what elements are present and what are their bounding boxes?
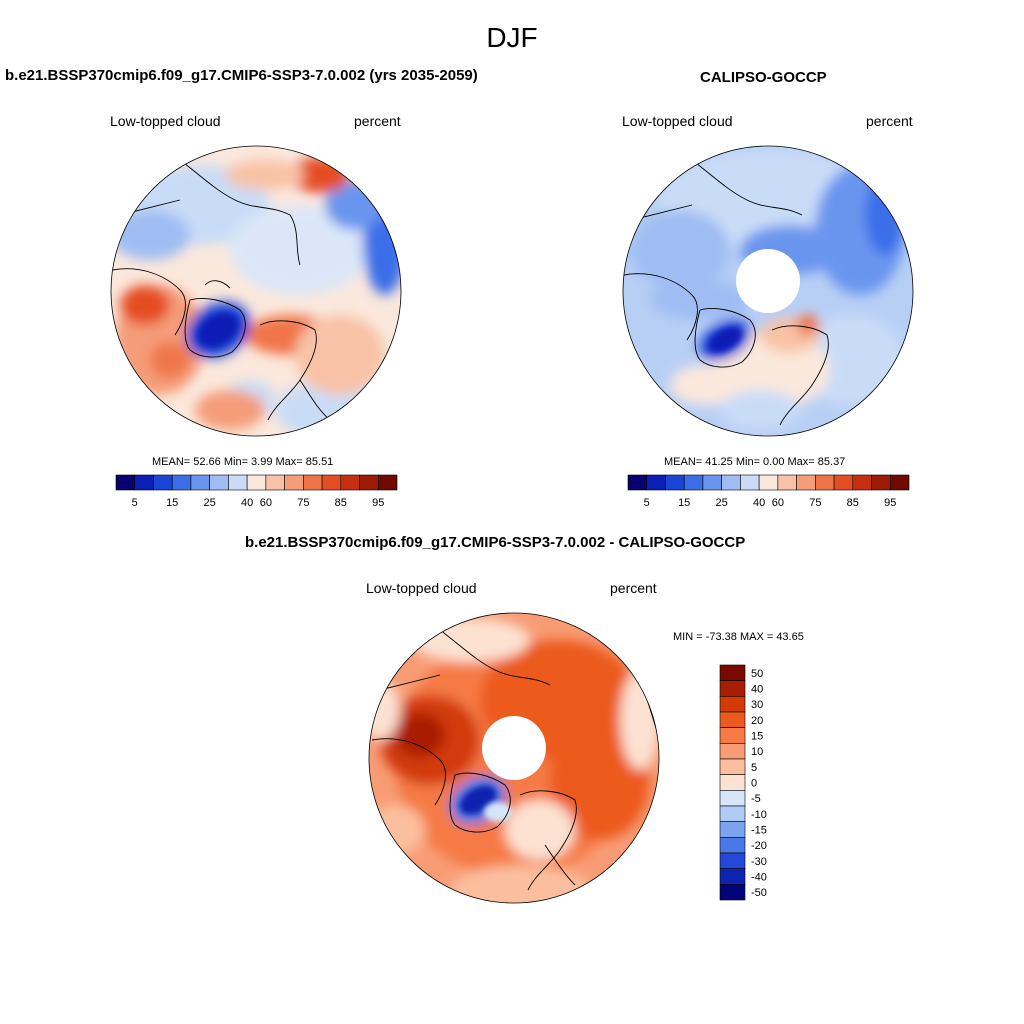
colorbar-box (228, 474, 248, 491)
colorbar-tick-label: 10 (751, 746, 763, 758)
colorbar-tick-label: 85 (335, 497, 347, 509)
colorbar-box (719, 664, 746, 681)
panel-3-variable-label: Low-topped cloud (366, 580, 477, 596)
colorbar-tick-label: -30 (751, 856, 767, 868)
colorbar-box (153, 474, 173, 491)
colorbar-tick-label: 20 (751, 715, 763, 727)
colorbar-box (284, 474, 304, 491)
colorbar-box (719, 680, 746, 697)
colorbar-tick-label: 75 (809, 497, 821, 509)
panel-1-colorbar: 5 15 25 40 60 75 85 95 (115, 474, 398, 509)
colorbar-box (265, 474, 285, 491)
colorbar-tick-label: 25 (204, 497, 216, 509)
colorbar-box (889, 474, 910, 491)
colorbar-tick-label: 25 (716, 497, 728, 509)
panel-1-polar-map (110, 145, 402, 437)
colorbar-tick-label: 15 (166, 497, 178, 509)
colorbar-tick-label: -40 (751, 872, 767, 884)
colorbar-box (303, 474, 323, 491)
colorbar-box (719, 743, 746, 760)
colorbar-box (719, 821, 746, 838)
colorbar-box (340, 474, 360, 491)
colorbar-box (627, 474, 648, 491)
colorbar-box (719, 805, 746, 822)
colorbar-box (719, 774, 746, 791)
panel-2-title: CALIPSO-GOCCP (700, 69, 827, 86)
colorbar-box (377, 474, 398, 491)
colorbar-box (719, 711, 746, 728)
colorbar-box (815, 474, 835, 491)
panel-1-stats: MEAN= 52.66 Min= 3.99 Max= 85.51 (152, 456, 334, 468)
colorbar-box (171, 474, 192, 491)
colorbar-tick-label: -20 (751, 840, 767, 852)
colorbar-tick-label: 30 (751, 699, 763, 711)
colorbar-box (683, 474, 704, 491)
colorbar-box (740, 474, 760, 491)
colorbar-tick-label: 40 (753, 497, 765, 509)
colorbar-box (719, 837, 746, 854)
colorbar-box (665, 474, 685, 491)
panel-1-variable-label: Low-topped cloud (110, 113, 221, 129)
colorbar-box (702, 474, 722, 491)
colorbar-tick-label: 5 (751, 762, 757, 774)
panel-3-units-label: percent (610, 580, 657, 596)
colorbar-tick-label: 75 (297, 497, 309, 509)
colorbar-box (246, 474, 267, 491)
colorbar-box (646, 474, 666, 491)
panel-1-title: b.e21.BSSP370cmip6.f09_g17.CMIP6-SSP3-7.… (5, 67, 478, 84)
colorbar-box (209, 474, 229, 491)
colorbar-tick-label: 5 (644, 497, 650, 509)
colorbar-box (190, 474, 210, 491)
colorbar-box (134, 474, 154, 491)
panel-2-polar-map (622, 145, 914, 437)
colorbar-tick-label: -15 (751, 825, 767, 837)
colorbar-tick-label: -50 (751, 887, 767, 899)
colorbar-tick-label: 15 (751, 731, 763, 743)
colorbar-tick-label: 40 (751, 684, 763, 696)
colorbar-box (721, 474, 741, 491)
colorbar-box (796, 474, 816, 491)
panel-2-colorbar: 5 15 25 40 60 75 85 95 (627, 474, 910, 509)
colorbar-box (833, 474, 854, 491)
colorbar-box (719, 884, 746, 901)
colorbar-box (115, 474, 136, 491)
colorbar-box (359, 474, 379, 491)
colorbar-tick-label: 85 (847, 497, 859, 509)
panel-3-polar-map (368, 612, 660, 904)
panel-1-units-label: percent (354, 113, 401, 129)
colorbar-box (871, 474, 891, 491)
colorbar-tick-label: 95 (884, 497, 896, 509)
panel-2-units-label: percent (866, 113, 913, 129)
colorbar-box (852, 474, 872, 491)
figure-title: DJF (486, 22, 538, 53)
colorbar-box (719, 696, 746, 713)
colorbar-box (321, 474, 342, 491)
colorbar-tick-label: -5 (751, 793, 761, 805)
colorbar-box (719, 790, 746, 807)
colorbar-box (719, 727, 746, 744)
colorbar-tick-label: 15 (678, 497, 690, 509)
colorbar-box (719, 852, 746, 869)
colorbar-tick-label: -10 (751, 809, 767, 821)
colorbar-tick-label: 95 (372, 497, 384, 509)
colorbar-box (719, 758, 746, 775)
colorbar-tick-label: 40 (241, 497, 253, 509)
colorbar-box (777, 474, 797, 491)
panel-3-title: b.e21.BSSP370cmip6.f09_g17.CMIP6-SSP3-7.… (245, 534, 746, 551)
colorbar-tick-label: 60 (260, 497, 272, 509)
colorbar-tick-label: 60 (772, 497, 784, 509)
colorbar-box (758, 474, 779, 491)
colorbar-tick-label: 5 (132, 497, 138, 509)
panel-3-stats: MIN = -73.38 MAX = 43.65 (673, 631, 804, 643)
colorbar-box (719, 868, 746, 885)
panel-2-variable-label: Low-topped cloud (622, 113, 733, 129)
colorbar-tick-label: 0 (751, 778, 757, 790)
colorbar-tick-label: 50 (751, 668, 763, 680)
panel-2-stats: MEAN= 41.25 Min= 0.00 Max= 85.37 (664, 456, 846, 468)
